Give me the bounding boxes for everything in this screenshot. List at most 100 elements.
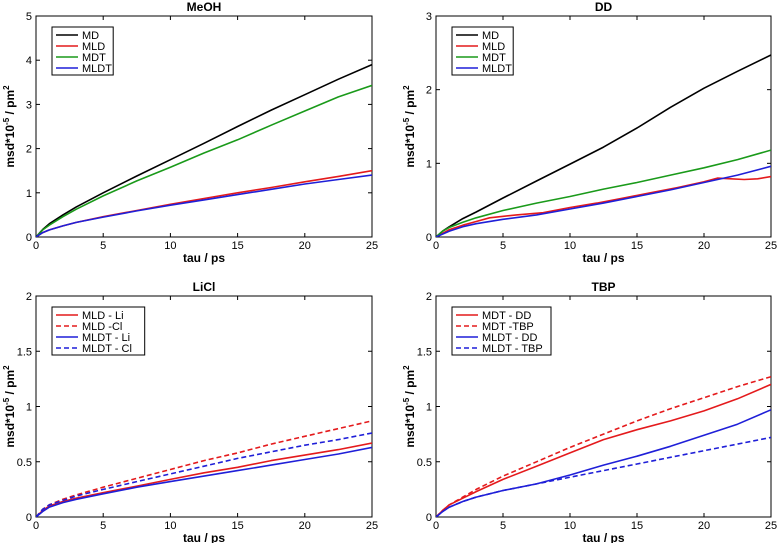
chart-2-xlabel: tau / ps	[183, 531, 225, 543]
chart-2-ylabel-ylabel-exp: -5	[2, 397, 11, 405]
chart-2-xtick-label: 15	[231, 520, 243, 532]
chart-1-legend-label: MDT	[482, 52, 506, 64]
chart-0-legend-label: MDT	[82, 52, 106, 64]
chart-0-ytick-label: 5	[26, 11, 32, 23]
chart-3-xtick-label: 15	[631, 520, 643, 532]
chart-2-ytick-label: 0.5	[17, 457, 32, 469]
chart-3-xtick-label: 20	[698, 520, 710, 532]
chart-0-xtick-label: 20	[299, 240, 311, 252]
chart-3-legend-label: MLDT - DD	[482, 332, 537, 344]
chart-1-legend-label: MD	[482, 30, 499, 42]
chart-1-ytick-label: 1	[426, 158, 432, 170]
chart-0-title: MeOH	[187, 0, 222, 14]
chart-1-series-mdt	[436, 149, 771, 237]
chart-0-ylabel-ylabel-unit-exp: 2	[2, 85, 11, 90]
chart-3-legend-label: MLDT - TBP	[482, 343, 543, 355]
chart-2-title: LiCl	[193, 280, 216, 294]
chart-0-ylabel-ylabel-exp: -5	[2, 117, 11, 125]
chart-1-xtick-label: 10	[564, 240, 576, 252]
chart-0-ytick-label: 3	[26, 99, 32, 111]
chart-3-ytick-label: 0.5	[417, 457, 432, 469]
chart-1-xtick-label: 25	[765, 240, 777, 252]
chart-3-ylabel-ylabel-unit: / pm	[403, 370, 417, 398]
chart-0-xtick-label: 5	[100, 240, 106, 252]
chart-0-ylabel-ylabel: msd*10	[3, 125, 17, 168]
chart-2-ytick-label: 2	[26, 291, 32, 303]
chart-3-xtick-label: 10	[564, 520, 576, 532]
chart-1-xtick-label: 5	[500, 240, 506, 252]
chart-2-ylabel-ylabel-unit: / pm	[3, 370, 17, 398]
chart-2-legend-label: MLDT - Li	[82, 332, 130, 344]
chart-1-ylabel-ylabel-exp: -5	[402, 117, 411, 125]
chart-1-series-mldt	[436, 165, 771, 237]
chart-3-legend-label: MDT -TBP	[482, 321, 534, 333]
chart-2-xtick-label: 10	[164, 520, 176, 532]
chart-1-ylabel-ylabel: msd*10	[403, 125, 417, 168]
chart-3-ytick-label: 1.5	[417, 346, 432, 358]
chart-0-xlabel: tau / ps	[183, 251, 225, 265]
chart-2-xtick-label: 25	[366, 520, 378, 532]
chart-2-ytick-label: 1.5	[17, 346, 32, 358]
chart-0-series-mdt	[36, 84, 372, 237]
chart-3-series-mdt-tbp	[436, 375, 771, 517]
chart-0-ytick-label: 0	[26, 232, 32, 244]
panel-tbp: TBP 0 5 10 15 20 25 0 0.5 1 1.5 2 tau / ps msd*10-5 /…	[402, 280, 777, 543]
chart-3-xlabel: tau / ps	[582, 531, 624, 543]
chart-1-ytick-label: 3	[426, 11, 432, 23]
chart-3-xtick-label: 0	[433, 520, 439, 532]
chart-0-ytick-label: 4	[26, 55, 32, 67]
chart-2-series-mld-li	[36, 442, 372, 517]
chart-3-series-mldt-tbp	[436, 436, 771, 517]
chart-3-ylabel-ylabel-exp: -5	[402, 397, 411, 405]
chart-1-ylabel-ylabel-unit-exp: 2	[402, 85, 411, 90]
chart-0-xtick-label: 10	[164, 240, 176, 252]
chart-1-title: DD	[595, 0, 613, 14]
chart-2-series-mldt-cl	[36, 432, 372, 517]
chart-0-ytick-label: 2	[26, 144, 32, 156]
chart-0-ylabel-ylabel-unit: / pm	[3, 90, 17, 118]
chart-1-ylabel-ylabel-unit: / pm	[403, 90, 417, 118]
chart-3-title: TBP	[592, 280, 616, 294]
chart-1-ylabel: msd*10-5 / pm2	[402, 85, 417, 168]
chart-3-ytick-label: 1	[426, 402, 432, 414]
chart-2-ytick-label: 0	[26, 512, 32, 524]
chart-2-ylabel-ylabel-unit-exp: 2	[2, 365, 11, 370]
chart-0-xtick-label: 15	[231, 240, 243, 252]
chart-0-xtick-label: 0	[33, 240, 39, 252]
chart-2-xtick-label: 20	[299, 520, 311, 532]
chart-0-series-md	[36, 63, 372, 237]
chart-3-xtick-label: 5	[500, 520, 506, 532]
chart-1-xtick-label: 0	[433, 240, 439, 252]
chart-1-xlabel: tau / ps	[582, 251, 624, 265]
panel-licl: LiCl 0 5 10 15 20 25 0 0.5 1 1.5 2 tau / ps msd*10-5 …	[2, 280, 378, 543]
chart-3-ytick-label: 2	[426, 291, 432, 303]
chart-0-ylabel: msd*10-5 / pm2	[2, 85, 17, 168]
chart-3-ytick-label: 0	[426, 512, 432, 524]
chart-2-legend-label: MLDT - Cl	[82, 343, 132, 355]
chart-1-legend-label: MLD	[482, 41, 505, 53]
chart-1-series-md	[436, 54, 771, 237]
chart-3-ylabel-ylabel-unit-exp: 2	[402, 365, 411, 370]
chart-2-ylabel: msd*10-5 / pm2	[2, 365, 17, 448]
chart-2-ytick-label: 1	[26, 402, 32, 414]
chart-0-xtick-label: 25	[366, 240, 378, 252]
chart-0-legend-label: MD	[82, 30, 99, 42]
chart-1-legend-label: MLDT	[482, 63, 512, 75]
panel-meoh: MeOH 0 5 10 15 20 25 0 1 2 3 4 5 tau / ps msd*10-5 / p…	[2, 0, 378, 265]
chart-1-series-mld	[436, 175, 771, 237]
chart-3-ylabel-ylabel: msd*10	[403, 405, 417, 448]
chart-3-xtick-label: 25	[765, 520, 777, 532]
chart-1-xtick-label: 15	[631, 240, 643, 252]
chart-2-legend-label: MLD -Cl	[82, 321, 122, 333]
panel-dd: DD 0 5 10 15 20 25 0 1 2 3 tau / ps msd*10-5 / pm2 MD…	[402, 0, 777, 265]
chart-3-legend-label: MDT - DD	[482, 310, 531, 322]
chart-2-ylabel-ylabel: msd*10	[3, 405, 17, 448]
chart-2-xtick-label: 5	[100, 520, 106, 532]
chart-2-legend-label: MLD - Li	[82, 310, 124, 322]
chart-2-xtick-label: 0	[33, 520, 39, 532]
chart-1-ytick-label: 0	[426, 232, 432, 244]
chart-2-series-mldt-li	[36, 446, 372, 517]
chart-3-ylabel: msd*10-5 / pm2	[402, 365, 417, 448]
chart-1-xtick-label: 20	[698, 240, 710, 252]
